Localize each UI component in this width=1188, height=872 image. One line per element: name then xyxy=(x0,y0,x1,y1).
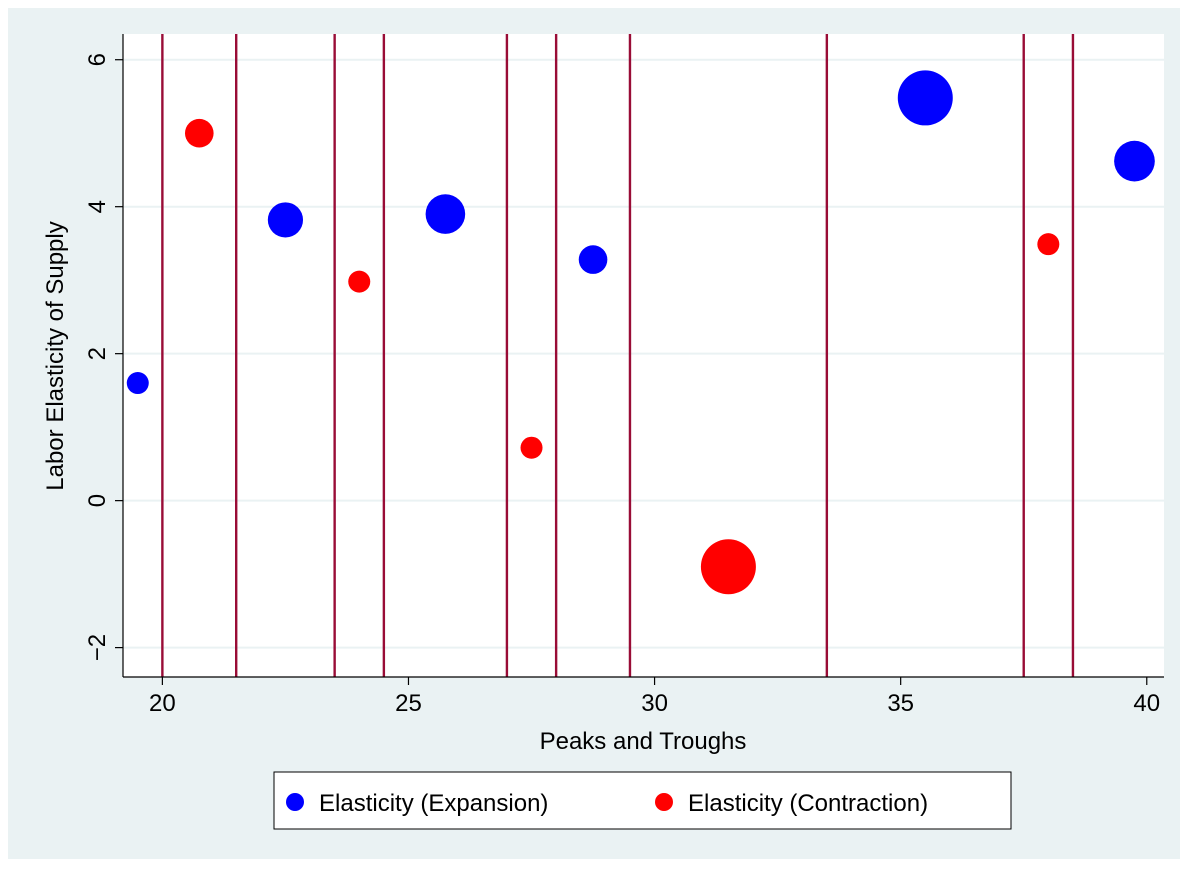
x-tick-label: 20 xyxy=(149,690,176,717)
expansion-point xyxy=(267,202,304,238)
contraction-point xyxy=(1037,233,1060,256)
reference-lines xyxy=(161,34,1075,677)
expansion-point xyxy=(126,372,149,395)
contraction-point xyxy=(348,270,371,293)
legend-marker-contraction xyxy=(655,793,673,811)
legend-label-expansion: Elasticity (Expansion) xyxy=(319,790,548,817)
x-tick-label: 40 xyxy=(1133,690,1160,717)
x-axis-label: Peaks and Troughs xyxy=(540,728,747,755)
legend-box xyxy=(273,771,1012,830)
expansion-point xyxy=(1114,140,1155,182)
y-axis-label: Labor Elasticity of Supply xyxy=(42,221,69,490)
expansion-point xyxy=(897,70,953,126)
contraction-point xyxy=(700,539,756,595)
x-tick-label: 25 xyxy=(395,690,422,717)
data-points xyxy=(126,70,1155,595)
legend-marker-expansion xyxy=(286,793,304,811)
x-tick-label: 35 xyxy=(887,690,914,717)
contraction-point xyxy=(520,436,543,459)
plot-area xyxy=(123,34,1164,677)
y-tick-label: 2 xyxy=(84,347,111,360)
x-tick-label: 30 xyxy=(641,690,668,717)
legend-label-contraction: Elasticity (Contraction) xyxy=(688,790,928,817)
expansion-point xyxy=(425,194,466,234)
y-tick-label: 4 xyxy=(84,200,111,213)
y-tick-label: 0 xyxy=(84,494,111,507)
y-tick-label: −2 xyxy=(84,634,111,661)
legend: Elasticity (Expansion) Elasticity (Contr… xyxy=(273,771,1012,830)
contraction-point xyxy=(184,118,214,148)
axis-ticks: 20 25 30 35 40 −2 0 2 4 6 xyxy=(84,53,1160,717)
y-tick-label: 6 xyxy=(84,53,111,66)
expansion-point xyxy=(578,245,608,274)
axes xyxy=(122,34,1164,678)
